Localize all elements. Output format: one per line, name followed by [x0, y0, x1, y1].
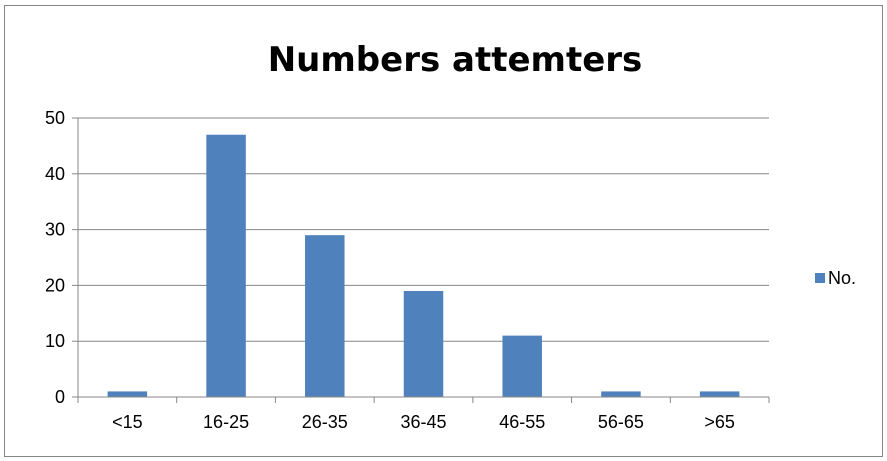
x-tick-label: 36-45 — [400, 412, 446, 432]
bars — [107, 134, 740, 398]
y-tick-label: 20 — [45, 275, 65, 295]
bar — [206, 134, 246, 398]
x-tick-label: 16-25 — [203, 412, 249, 432]
x-tick-label: 26-35 — [302, 412, 348, 432]
x-tick-label: <15 — [112, 412, 143, 432]
bar — [601, 391, 641, 397]
y-tick-label: 40 — [45, 164, 65, 184]
bar — [699, 391, 740, 397]
x-tick-label: 56-65 — [598, 412, 644, 432]
bar — [305, 235, 345, 397]
bar — [403, 290, 444, 397]
gridlines — [78, 117, 769, 342]
chart-area — [4, 5, 883, 457]
legend: No. — [815, 268, 856, 288]
legend-swatch — [815, 273, 825, 283]
axes: 0 10 20 30 40 50 <15 16-25 26-35 36-45 46-55 56-65 >… — [45, 108, 770, 432]
x-tick-label: 46-55 — [499, 412, 545, 432]
y-tick-label: 0 — [55, 387, 65, 407]
bar — [107, 391, 148, 397]
y-tick-label: 50 — [45, 108, 65, 128]
y-tick-label: 10 — [45, 331, 65, 351]
y-tick-label: 30 — [45, 220, 65, 240]
legend-label: No. — [828, 268, 856, 288]
chart-title: Numbers attemters — [268, 40, 643, 80]
x-tick-label: >65 — [704, 412, 735, 432]
bar — [502, 335, 542, 397]
